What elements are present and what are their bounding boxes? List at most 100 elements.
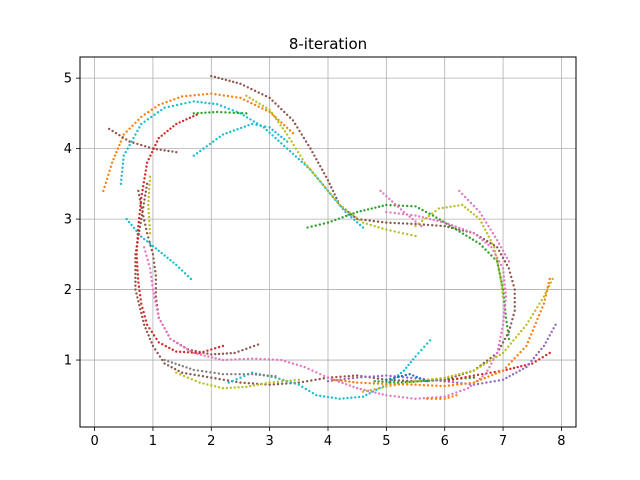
y-tick-label: 4 <box>64 142 72 157</box>
data-point <box>285 379 288 383</box>
data-point <box>405 396 409 399</box>
data-point <box>145 165 148 168</box>
data-point <box>315 157 318 161</box>
data-point <box>232 129 236 132</box>
data-point <box>239 381 242 384</box>
data-point <box>400 374 404 378</box>
data-point <box>435 224 438 227</box>
data-point <box>502 319 505 322</box>
data-point <box>140 115 143 119</box>
data-point <box>389 380 392 384</box>
data-point <box>347 377 351 380</box>
data-point <box>540 298 543 302</box>
data-point <box>148 183 151 187</box>
data-point <box>443 379 446 383</box>
data-point <box>421 219 424 223</box>
data-point <box>220 110 223 114</box>
data-point <box>313 173 316 176</box>
data-point <box>503 337 507 341</box>
data-point <box>438 218 441 221</box>
data-point <box>460 376 463 380</box>
data-point <box>189 349 192 353</box>
data-point <box>458 230 461 233</box>
data-point <box>290 140 293 143</box>
data-point <box>136 269 139 272</box>
data-point <box>468 236 471 239</box>
data-point <box>210 384 213 387</box>
data-point <box>545 290 549 293</box>
data-point <box>193 94 196 97</box>
data-point <box>501 341 505 344</box>
data-point <box>497 260 501 263</box>
data-point <box>259 357 262 361</box>
data-point <box>293 382 297 385</box>
data-point <box>506 329 509 332</box>
data-point <box>118 143 121 147</box>
data-point <box>503 303 507 306</box>
data-point <box>188 101 191 104</box>
data-point <box>520 329 523 333</box>
data-point <box>488 359 492 363</box>
data-point <box>154 274 158 277</box>
data-point <box>232 111 235 114</box>
data-point <box>285 133 289 136</box>
data-point <box>418 379 421 382</box>
data-point <box>229 130 232 134</box>
data-point <box>302 136 306 140</box>
data-point <box>125 217 128 221</box>
data-point <box>385 378 388 381</box>
data-point <box>532 356 536 360</box>
data-point <box>431 377 434 381</box>
data-point <box>185 347 189 351</box>
x-tick-label: 4 <box>324 434 332 449</box>
data-point <box>319 372 322 376</box>
data-point <box>410 383 413 386</box>
data-point <box>204 111 207 114</box>
data-point <box>460 382 463 386</box>
data-point <box>127 220 131 224</box>
data-point <box>528 337 531 340</box>
data-point <box>447 384 451 387</box>
data-point <box>431 212 434 215</box>
data-point <box>119 182 123 186</box>
data-point <box>501 351 505 355</box>
data-point <box>533 309 537 312</box>
data-point <box>381 227 384 230</box>
data-point <box>414 222 417 226</box>
data-point <box>385 385 388 389</box>
data-point <box>439 376 442 380</box>
data-point <box>149 275 153 279</box>
data-point <box>260 382 264 386</box>
data-point <box>197 374 200 377</box>
data-point <box>494 372 497 375</box>
data-point <box>475 207 478 211</box>
data-point <box>480 214 484 217</box>
data-point <box>377 380 380 383</box>
data-point <box>389 221 392 225</box>
data-point <box>522 326 526 330</box>
data-point <box>212 102 215 105</box>
data-point <box>145 240 149 243</box>
data-point <box>239 82 242 85</box>
data-point <box>255 100 258 104</box>
data-point <box>179 343 182 347</box>
data-point <box>501 369 505 372</box>
data-point <box>217 345 221 349</box>
data-point <box>135 292 138 295</box>
x-tick-label: 5 <box>382 434 390 449</box>
data-point <box>121 162 125 165</box>
ticks: 0 1 2 3 4 5 6 7 8 1 2 3 4 5 <box>64 72 566 449</box>
data-point <box>148 175 152 179</box>
data-point <box>508 326 512 329</box>
data-point <box>402 369 406 372</box>
data-point <box>507 337 511 341</box>
data-point <box>219 104 223 107</box>
data-point <box>501 291 504 294</box>
data-point <box>138 304 141 307</box>
data-point <box>405 233 409 236</box>
data-point <box>396 205 400 208</box>
data-point <box>235 96 238 99</box>
data-point <box>475 234 478 237</box>
data-point <box>147 207 150 211</box>
data-point <box>213 371 216 375</box>
